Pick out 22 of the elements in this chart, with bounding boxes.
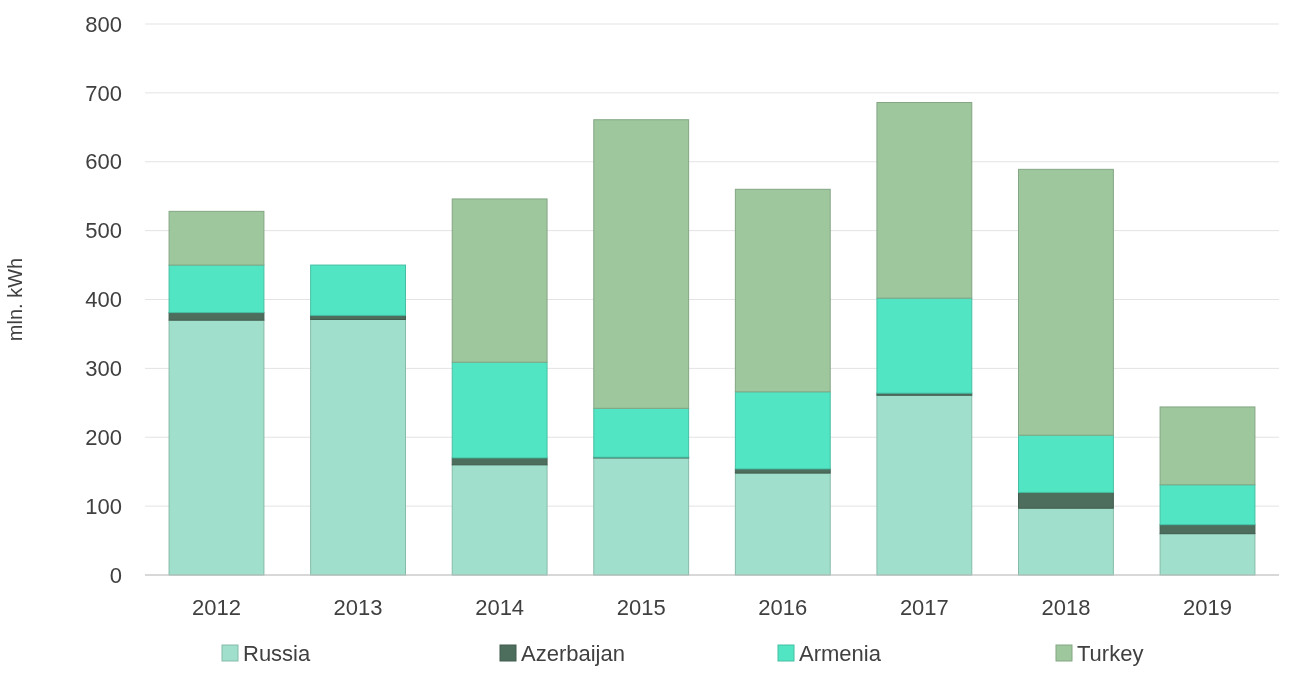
x-tick-label: 2015 bbox=[616, 595, 666, 620]
x-tick-label: 2013 bbox=[333, 595, 383, 620]
y-tick-label: 0 bbox=[109, 562, 122, 588]
x-tick-label: 2016 bbox=[758, 595, 808, 620]
x-tick-label: 2018 bbox=[1041, 595, 1091, 620]
x-tick-label: 2014 bbox=[475, 595, 525, 620]
y-tick-label: 600 bbox=[85, 149, 122, 175]
y-tick-label: 700 bbox=[85, 80, 122, 106]
legend-label: Azerbaijan bbox=[521, 641, 625, 666]
y-tick-label: 800 bbox=[85, 11, 122, 37]
y-axis-title: mln. kWh bbox=[4, 257, 26, 342]
y-tick-label: 500 bbox=[85, 218, 122, 244]
x-tick-label: 2012 bbox=[192, 595, 241, 620]
y-tick-label: 300 bbox=[85, 356, 122, 382]
x-tick-label: 2019 bbox=[1183, 595, 1232, 620]
legend-label: Russia bbox=[243, 641, 312, 666]
legend-label: Turkey bbox=[1077, 641, 1144, 666]
x-tick-label: 2017 bbox=[899, 595, 949, 620]
y-tick-label: 100 bbox=[85, 493, 122, 519]
y-tick-label: 200 bbox=[85, 424, 122, 450]
y-tick-label: 400 bbox=[85, 287, 122, 313]
legend-label: Armenia bbox=[799, 641, 882, 666]
